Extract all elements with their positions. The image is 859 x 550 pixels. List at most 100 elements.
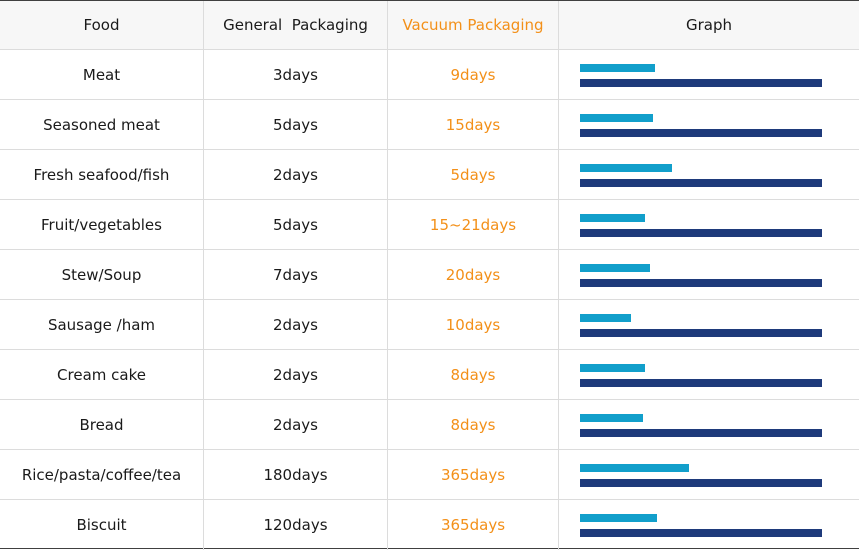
general-cell: 5days [204, 200, 388, 249]
general-value: 5days [273, 115, 318, 134]
graph-cell [559, 150, 859, 199]
food-cell: Fruit/vegetables [0, 200, 204, 249]
food-cell: Rice/pasta/coffee/tea [0, 450, 204, 499]
vacuum-packaging-bar [580, 129, 822, 137]
food-cell: Bread [0, 400, 204, 449]
graph-cell [559, 200, 859, 249]
vacuum-packaging-bar [580, 429, 822, 437]
vacuum-value: 20days [445, 265, 501, 284]
table-row: Meat 3days 9days [0, 50, 859, 100]
bar-group [559, 500, 859, 550]
header-graph: Graph [559, 1, 859, 49]
graph-cell [559, 400, 859, 449]
vacuum-packaging-bar [580, 379, 822, 387]
general-packaging-bar [580, 164, 672, 172]
general-cell: 2days [204, 350, 388, 399]
header-food: Food [0, 1, 204, 49]
general-cell: 5days [204, 100, 388, 149]
vacuum-packaging-bar [580, 479, 822, 487]
vacuum-cell: 8days [388, 350, 559, 399]
graph-cell [559, 300, 859, 349]
bar-group [559, 400, 859, 449]
graph-cell [559, 500, 859, 550]
table-row: Fresh seafood/fish 2days 5days [0, 150, 859, 200]
general-value: 5days [273, 215, 318, 234]
general-value: 120days [263, 516, 328, 534]
general-packaging-bar [580, 514, 657, 522]
general-packaging-bar [580, 64, 655, 72]
general-value: 2days [273, 415, 318, 434]
vacuum-value: 9days [450, 65, 496, 84]
food-cell: Sausage /ham [0, 300, 204, 349]
vacuum-cell: 15~21days [388, 200, 559, 249]
vacuum-value: 8days [450, 415, 496, 434]
bar-group [559, 450, 859, 499]
general-cell: 3days [204, 50, 388, 99]
bar-group [559, 200, 859, 249]
general-packaging-bar [580, 114, 653, 122]
food-cell: Biscuit [0, 500, 204, 550]
general-value: 2days [273, 315, 318, 334]
vacuum-cell: 9days [388, 50, 559, 99]
vacuum-packaging-bar [580, 229, 822, 237]
graph-cell [559, 100, 859, 149]
bar-group [559, 350, 859, 399]
food-label: Biscuit [76, 516, 127, 534]
vacuum-cell: 365days [388, 500, 559, 550]
table-row: Cream cake 2days 8days [0, 350, 859, 400]
table-header-row: Food General Packaging Vacuum Packaging … [0, 1, 859, 50]
general-cell: 2days [204, 150, 388, 199]
general-packaging-bar [580, 314, 631, 322]
vacuum-value: 5days [450, 165, 496, 184]
food-label: Fruit/vegetables [41, 215, 162, 234]
general-value: 180days [263, 465, 328, 484]
general-packaging-bar [580, 264, 650, 272]
food-cell: Fresh seafood/fish [0, 150, 204, 199]
vacuum-cell: 5days [388, 150, 559, 199]
vacuum-value: 8days [450, 365, 496, 384]
general-packaging-bar [580, 214, 645, 222]
bar-group [559, 100, 859, 149]
vacuum-cell: 10days [388, 300, 559, 349]
food-cell: Seasoned meat [0, 100, 204, 149]
food-label: Meat [82, 65, 121, 84]
general-value: 3days [273, 65, 318, 84]
table-row: Seasoned meat 5days 15days [0, 100, 859, 150]
vacuum-packaging-bar [580, 179, 822, 187]
graph-cell [559, 50, 859, 99]
general-cell: 2days [204, 300, 388, 349]
header-food-label: Food [83, 16, 120, 34]
graph-cell [559, 450, 859, 499]
header-general: General Packaging [204, 1, 388, 49]
vacuum-value: 10days [445, 315, 501, 334]
food-cell: Stew/Soup [0, 250, 204, 299]
table-row: Biscuit 120days 365days [0, 500, 859, 550]
food-label: Fresh seafood/fish [33, 165, 170, 184]
vacuum-value: 365days [440, 516, 506, 534]
vacuum-cell: 15days [388, 100, 559, 149]
food-label: Rice/pasta/coffee/tea [21, 465, 182, 484]
header-general-label: General Packaging [223, 16, 368, 34]
vacuum-packaging-bar [580, 529, 822, 537]
bar-group [559, 150, 859, 199]
vacuum-value: 15days [445, 115, 501, 134]
food-label: Sausage /ham [47, 315, 156, 334]
food-cell: Cream cake [0, 350, 204, 399]
table-row: Fruit/vegetables 5days 15~21days [0, 200, 859, 250]
bar-group [559, 250, 859, 299]
header-vacuum: Vacuum Packaging [388, 1, 559, 49]
general-cell: 180days [204, 450, 388, 499]
vacuum-value: 15~21days [429, 215, 517, 234]
general-value: 2days [273, 365, 318, 384]
general-value: 7days [273, 265, 318, 284]
header-vacuum-label: Vacuum Packaging [402, 16, 544, 34]
food-cell: Meat [0, 50, 204, 99]
vacuum-cell: 365days [388, 450, 559, 499]
table-body: Meat 3days 9days Seasoned meat 5days 15days Fr… [0, 50, 859, 550]
general-value: 2days [273, 165, 318, 184]
food-label: Seasoned meat [43, 115, 160, 134]
vacuum-packaging-bar [580, 279, 822, 287]
general-packaging-bar [580, 364, 645, 372]
graph-cell [559, 250, 859, 299]
